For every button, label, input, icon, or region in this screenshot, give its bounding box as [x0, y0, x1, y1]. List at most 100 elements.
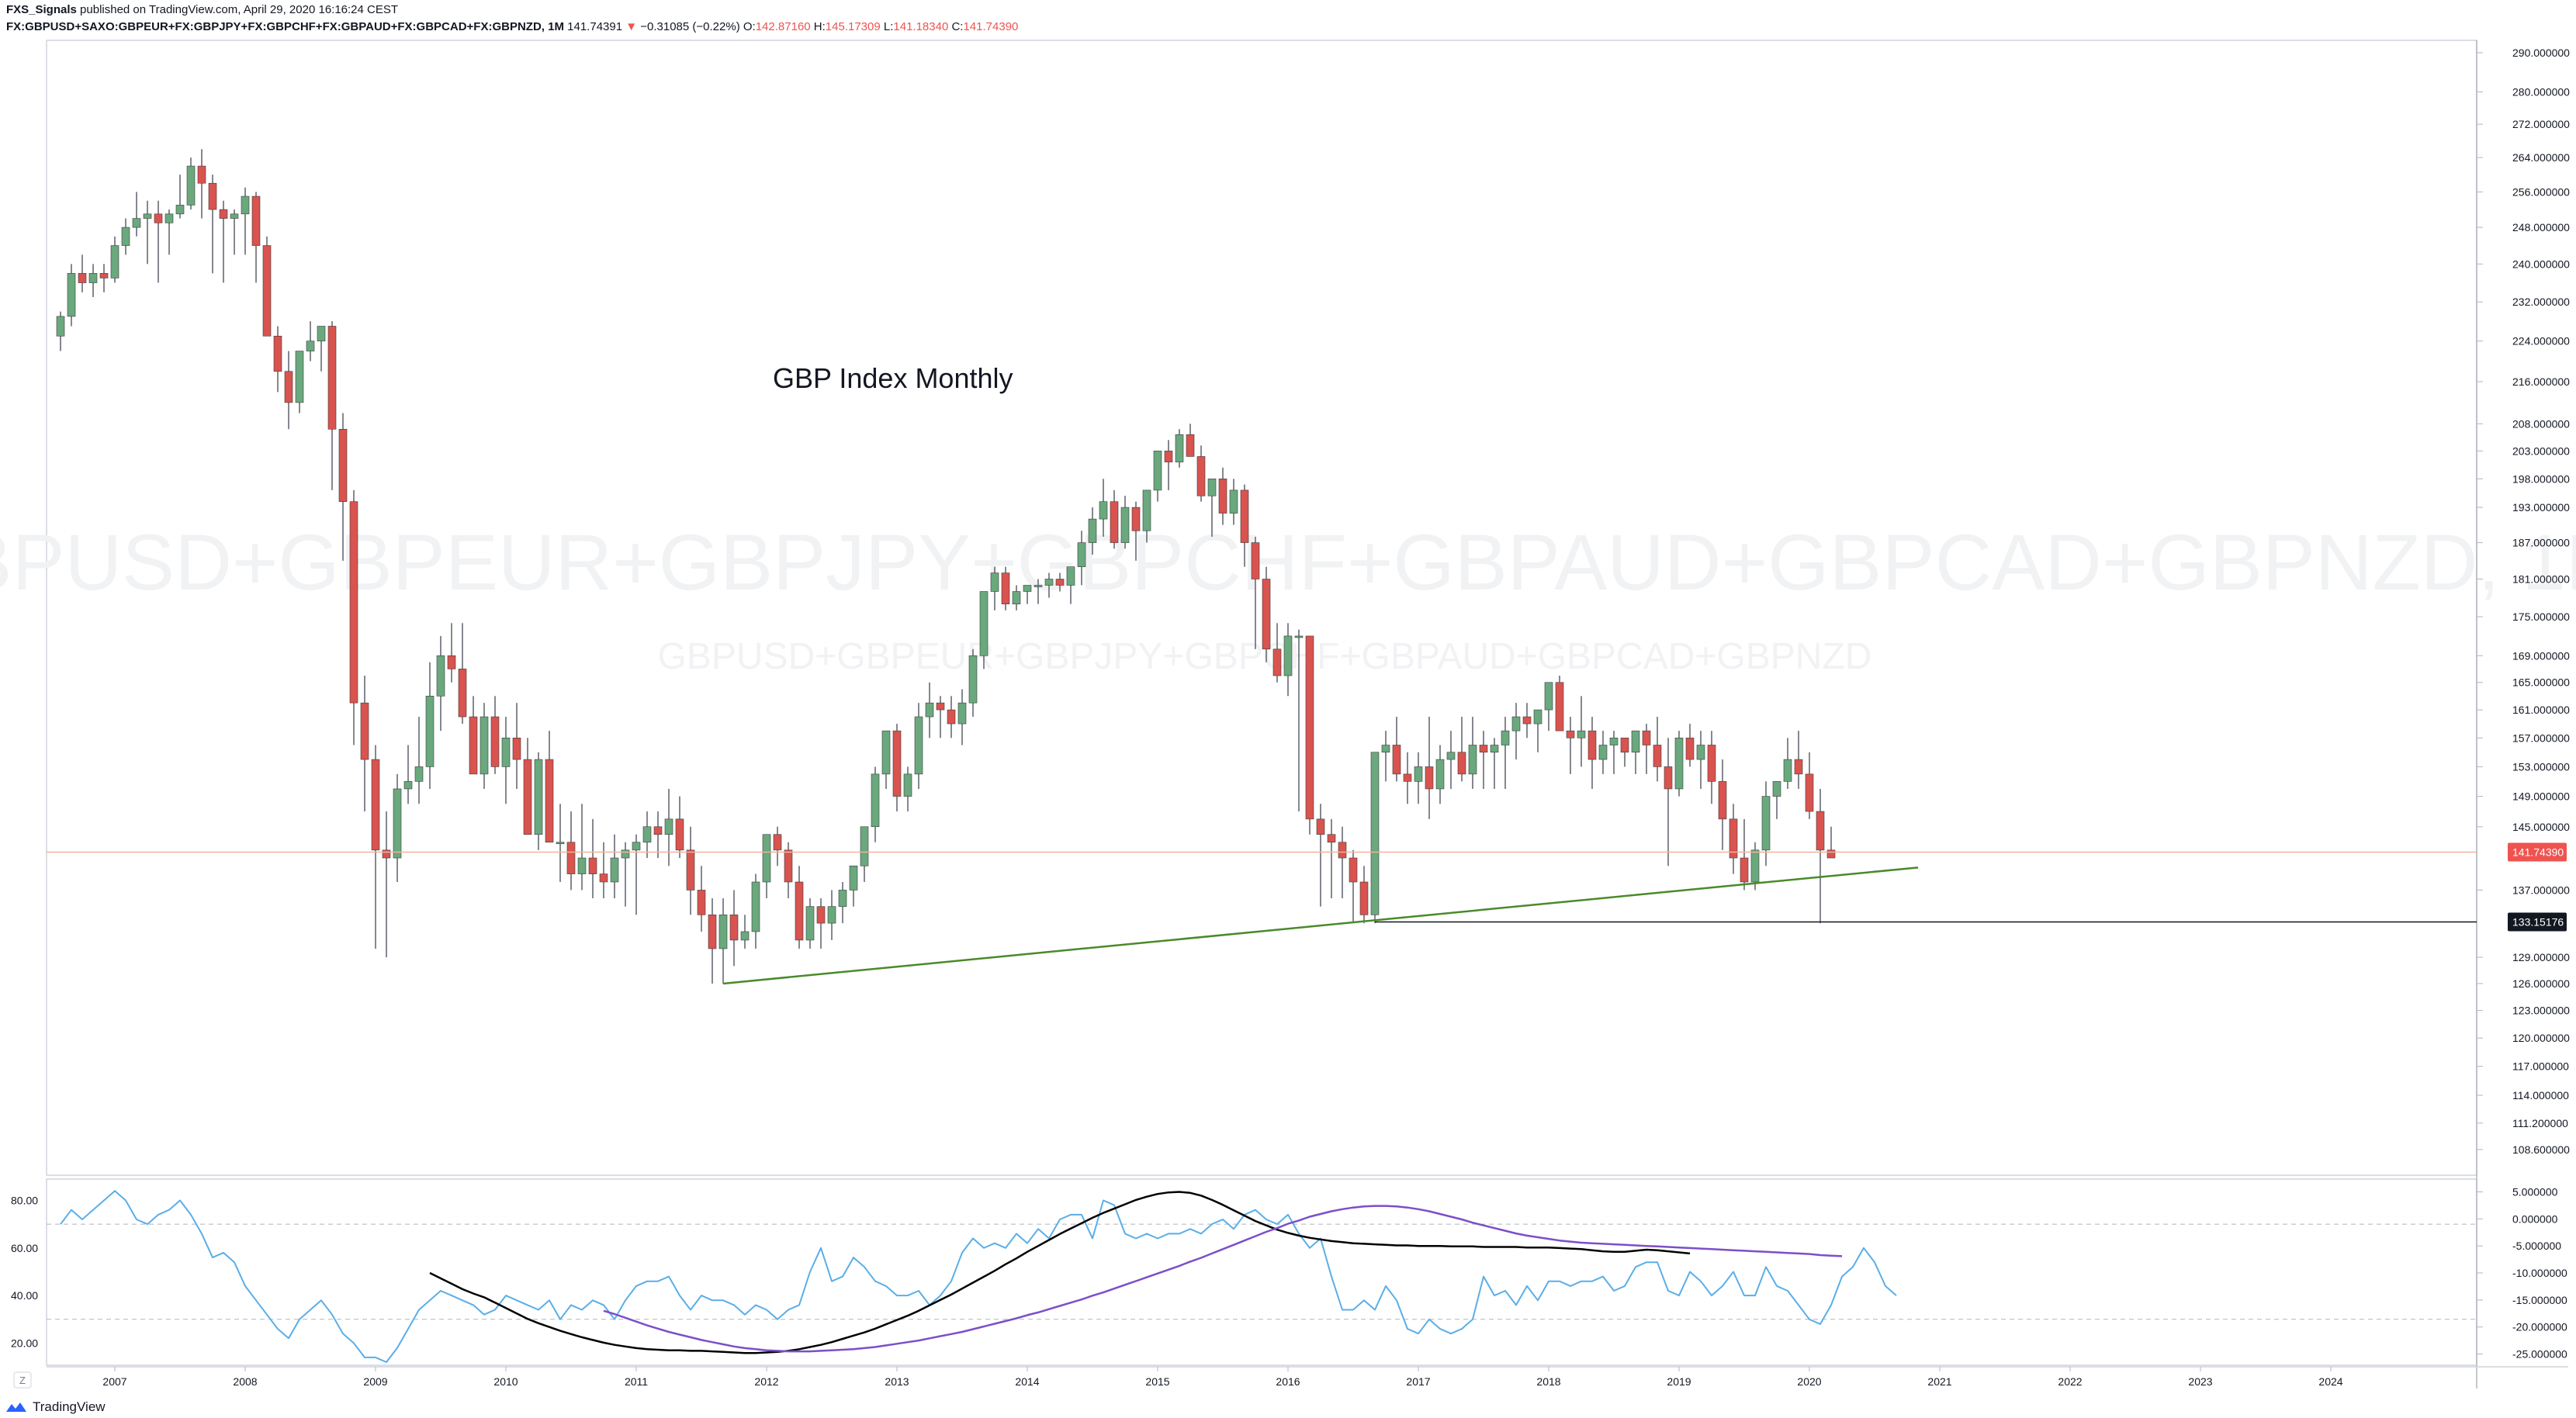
price-tick-label: 117.000000: [2512, 1060, 2569, 1073]
open-label: O:: [743, 20, 756, 33]
candle-down: [1816, 811, 1825, 851]
candle-down: [1805, 773, 1814, 812]
price-tick-label: 240.000000: [2512, 258, 2570, 270]
price-tick-label: 232.000000: [2512, 296, 2570, 308]
candle-up: [881, 730, 891, 775]
candle-up: [1674, 737, 1684, 790]
time-tick-label: 2022: [2058, 1375, 2082, 1388]
oscillator-pane-frame: [46, 1178, 2477, 1366]
candle-up: [132, 218, 141, 228]
candle-up: [1175, 434, 1184, 462]
time-tick-label: 2024: [2318, 1375, 2342, 1388]
candle-down: [458, 669, 467, 718]
oscillator-series-3: [603, 1205, 1843, 1353]
candle-down: [1587, 730, 1597, 760]
candle-up: [1370, 752, 1380, 915]
candle-up: [230, 213, 239, 219]
candle-down: [1403, 773, 1412, 782]
tradingview-logo-icon: [6, 1402, 26, 1412]
last-price: 141.74391: [567, 20, 623, 33]
candle-up: [1533, 709, 1542, 725]
candle-up: [186, 165, 196, 206]
candle-down: [936, 702, 945, 711]
candle-down: [1164, 451, 1173, 462]
watermark-title: GBPUSD+GBPEUR+GBPJPY+GBPCHF+GBPAUD+GBPCA…: [0, 518, 2576, 607]
candle-up: [751, 881, 760, 932]
last-price-label-bg: [2508, 842, 2567, 862]
candle-up: [968, 655, 978, 704]
candle-up: [1577, 730, 1586, 738]
candle-up: [914, 716, 923, 775]
candle-down: [729, 915, 739, 941]
candle-up: [56, 316, 65, 337]
trendline: [722, 866, 1919, 985]
candle-up: [1012, 591, 1021, 604]
candle-up: [1435, 759, 1445, 790]
oscillator-left-tick-label: 20.00: [11, 1337, 38, 1349]
candle-down: [1740, 857, 1749, 883]
tradingview-brand: TradingView: [33, 1399, 106, 1414]
oscillator-right-tick-label: -25.000000: [2512, 1348, 2567, 1361]
oscillator-right-tick-label: 5.000000: [2512, 1185, 2558, 1198]
candle-up: [164, 213, 174, 223]
low-label: L:: [883, 20, 894, 33]
candle-up: [1772, 781, 1781, 797]
annotation-text[interactable]: GBP Index Monthly: [773, 362, 1013, 394]
candle-up: [403, 781, 413, 790]
candle-down: [1338, 842, 1347, 859]
symbol-line: FX:GBPUSD+SAXO:GBPEUR+FX:GBPJPY+FX:GBPCH…: [6, 19, 2567, 36]
oscillator-right-tick-label: -15.000000: [2512, 1294, 2567, 1306]
candle-up: [979, 591, 989, 656]
candle-up: [1468, 745, 1477, 775]
timezone-button[interactable]: [13, 1371, 32, 1389]
candle-down: [327, 326, 337, 430]
drawings-layer[interactable]: [47, 851, 2477, 985]
candle-up: [1088, 518, 1097, 543]
price-axis[interactable]: 290.000000 280.000000 272.000000 264.000000…: [2477, 47, 2570, 1156]
candle-down: [795, 881, 804, 941]
candle-up: [88, 273, 98, 283]
time-axis[interactable]: 2007 2008 2009 2010 2011 2012 2013 2014 2015 2016…: [102, 1367, 2343, 1388]
time-tick-label: 2008: [233, 1375, 257, 1388]
tradingview-footer[interactable]: TradingView: [5, 1399, 106, 1416]
candle-up: [556, 842, 565, 845]
candle-up: [1609, 737, 1619, 745]
candle-up: [241, 195, 250, 215]
candle-up: [1490, 745, 1499, 753]
candle-up: [1631, 730, 1640, 753]
high-value: 145.17309: [825, 20, 881, 33]
candle-down: [1457, 752, 1466, 775]
candle-up: [1034, 585, 1043, 587]
candle-down: [892, 730, 902, 797]
candle-up: [762, 834, 771, 883]
price-tick-label: 198.000000: [2512, 472, 2570, 485]
candle-up: [990, 572, 999, 592]
oscillator-left-tick-label: 40.00: [11, 1289, 38, 1302]
candle-up: [1099, 501, 1108, 520]
candle-down: [1196, 456, 1206, 496]
low-value: 141.18340: [893, 20, 949, 33]
candle-down: [1305, 635, 1314, 820]
candle-up: [1044, 579, 1054, 586]
price-tick-label: 123.000000: [2512, 1005, 2570, 1017]
candle-up: [925, 702, 934, 718]
candle-down: [1425, 766, 1434, 790]
support-price-label-bg: [2508, 912, 2567, 932]
candle-down: [208, 182, 217, 210]
time-tick-label: 2012: [754, 1375, 778, 1388]
time-tick-label: 2015: [1145, 1375, 1169, 1388]
publisher-name[interactable]: FXS_Signals: [6, 3, 77, 16]
candle-up: [827, 906, 836, 924]
candle-up: [501, 737, 511, 767]
symbol-name[interactable]: FX:GBPUSD+SAXO:GBPEUR+FX:GBPJPY+FX:GBPCH…: [6, 20, 564, 33]
candle-up: [1142, 489, 1151, 531]
candle-down: [512, 737, 521, 760]
candle-down: [371, 759, 380, 851]
candle-up: [1414, 766, 1423, 782]
price-tick-label: 272.000000: [2512, 118, 2570, 130]
price-tick-label: 108.600000: [2512, 1143, 2570, 1156]
price-tick-label: 290.000000: [2512, 47, 2570, 59]
oscillator-layer: 80.00 60.00 40.00 20.00 5.000000 0.000000 -5.0…: [11, 1185, 2567, 1363]
candle-down: [599, 873, 608, 883]
